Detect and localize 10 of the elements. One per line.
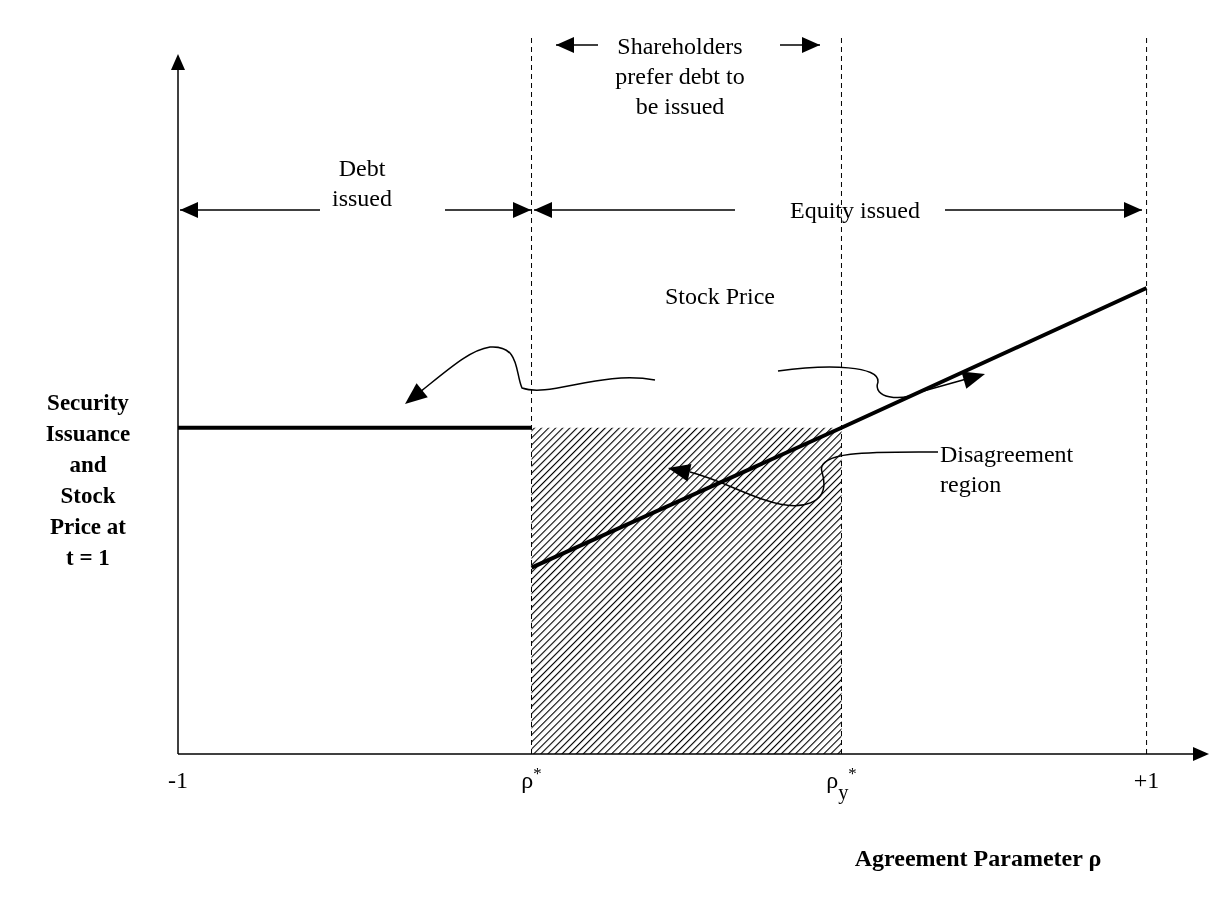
text: Shareholders prefer debt to be issued	[615, 33, 745, 119]
annotation: Disagreement region	[940, 441, 1074, 497]
x-tick-label: ρ$^{*}$	[521, 763, 542, 793]
text: Debt issued	[332, 155, 392, 211]
x-axis-title: Agreement Parameter ρ	[854, 845, 1102, 871]
x-tick-label: -1	[168, 767, 188, 793]
x-tick-label: +1	[1133, 767, 1160, 793]
y-axis-title: Security Issuance and Stock Price at t = 1	[45, 390, 131, 570]
text: Equity issued	[790, 197, 920, 223]
annotation: Stock Price	[665, 283, 775, 309]
